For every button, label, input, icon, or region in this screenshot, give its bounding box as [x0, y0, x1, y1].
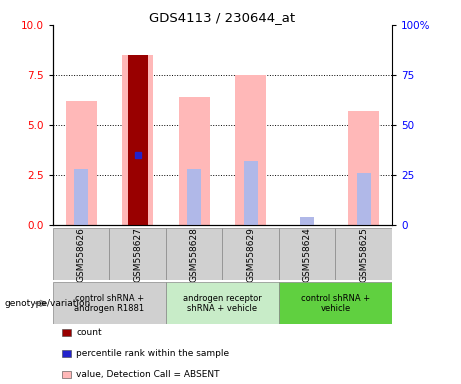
Text: count: count	[76, 328, 102, 337]
Bar	[53, 228, 110, 280]
Bar	[62, 371, 71, 378]
Bar	[62, 350, 71, 357]
Bar	[74, 169, 89, 225]
Bar	[348, 111, 379, 225]
Bar	[66, 101, 97, 225]
Bar	[187, 169, 201, 225]
Bar	[166, 282, 279, 324]
Bar	[235, 75, 266, 225]
Bar	[279, 282, 392, 324]
Text: value, Detection Call = ABSENT: value, Detection Call = ABSENT	[76, 370, 219, 379]
Text: control shRNA +
androgen R1881: control shRNA + androgen R1881	[74, 294, 145, 313]
Bar	[336, 228, 392, 280]
Text: GSM558627: GSM558627	[133, 227, 142, 282]
Text: percentile rank within the sample: percentile rank within the sample	[76, 349, 229, 358]
Title: GDS4113 / 230644_at: GDS4113 / 230644_at	[149, 11, 296, 24]
Bar	[62, 329, 71, 336]
Bar	[300, 217, 314, 225]
Bar	[356, 173, 371, 225]
Bar	[179, 97, 210, 225]
Bar	[110, 228, 166, 280]
Bar	[53, 282, 166, 324]
Text: GSM558626: GSM558626	[77, 227, 86, 282]
Text: GSM558629: GSM558629	[246, 227, 255, 282]
Text: androgen receptor
shRNA + vehicle: androgen receptor shRNA + vehicle	[183, 294, 262, 313]
Text: genotype/variation: genotype/variation	[5, 299, 91, 308]
Text: GSM558624: GSM558624	[302, 227, 312, 282]
Text: control shRNA +
vehicle: control shRNA + vehicle	[301, 294, 370, 313]
Text: GSM558628: GSM558628	[189, 227, 199, 282]
Bar	[243, 161, 258, 225]
Bar	[128, 55, 148, 225]
Bar	[222, 228, 279, 280]
Bar	[122, 55, 153, 225]
Text: GSM558625: GSM558625	[359, 227, 368, 282]
Bar	[279, 228, 336, 280]
Bar	[166, 228, 222, 280]
